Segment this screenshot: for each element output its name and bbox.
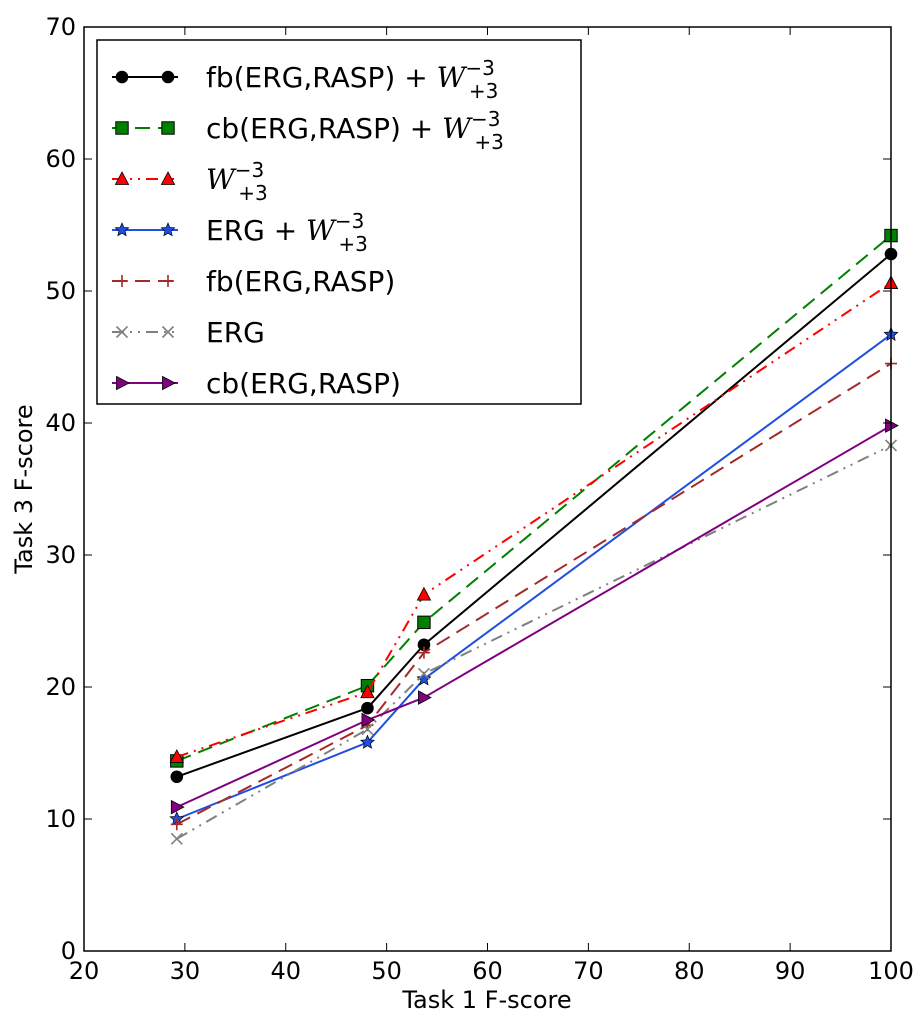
y-tick-label-50: 50 (45, 277, 76, 305)
legend-marker-end-1 (161, 70, 175, 84)
series-line-3 (176, 282, 892, 758)
legend-marker-end-2 (161, 121, 175, 135)
series-line-6 (176, 444, 892, 840)
data-point-series-4-2 (359, 734, 375, 749)
legend-label-6: ERG (206, 316, 265, 349)
y-tick-label-20: 20 (45, 673, 76, 701)
legend-entry-erg: ERG (112, 316, 265, 349)
data-point-series-5-1 (170, 818, 183, 831)
legend-marker-start-1 (115, 70, 129, 84)
legend-entry-fb-erg-rasp: fb(ERG,RASP) (112, 265, 395, 298)
data-point-series-3-3 (416, 586, 432, 601)
series-line-2 (176, 234, 892, 762)
x-tick-label-80: 80 (674, 957, 705, 985)
legend-frame (96, 39, 582, 405)
data-point-series-6-3 (417, 667, 431, 680)
series-line-5 (176, 362, 892, 826)
y-tick-label-10: 10 (45, 805, 76, 833)
legend-marker-start-2 (115, 121, 129, 135)
legend-label-4: ERG + W−3 +3 (206, 209, 368, 256)
legend-marker-start-5 (116, 275, 128, 287)
data-point-series-7-1 (170, 799, 185, 815)
series-line-7 (176, 424, 892, 809)
y-tick-label-30: 30 (45, 541, 76, 569)
legend-entry-w-3-3: W−3 +3 (112, 158, 268, 205)
legend-label-7: cb(ERG,RASP) (206, 367, 401, 400)
y-tick-label-70: 70 (45, 13, 76, 41)
series-line-1 (176, 253, 892, 778)
x-tick-label-90: 90 (775, 957, 806, 985)
legend-marker-end-3 (160, 171, 176, 185)
x-axis-label: Task 1 F-score (401, 986, 571, 1013)
x-tick-label-60: 60 (472, 957, 503, 985)
legend-marker-start-3 (114, 171, 130, 185)
legend-label-2: cb(ERG,RASP) + W−3 +3 (206, 107, 504, 154)
data-point-series-7-3 (418, 690, 432, 705)
x-tick-label-50: 50 (371, 957, 402, 985)
tick-layer: 20 30 40 50 60 70 80 90 100 0 10 20 30 40 50 60 70 (45, 13, 913, 985)
legend-entry-erg-w-3-3: ERG + W−3 +3 (112, 209, 368, 256)
legend-entry-cb-erg-rasp: cb(ERG,RASP) (112, 367, 401, 400)
data-point-series-3-1 (169, 749, 185, 763)
data-point-series-6-1 (170, 832, 183, 845)
legend-marker-start-7 (116, 375, 130, 391)
legend-marker-start-6 (115, 325, 129, 339)
legend-label-1: fb(ERG,RASP) + W−3 +3 (206, 56, 498, 103)
legend: fb(ERG,RASP) + W−3 +3cb(ERG,RASP) + W−3 +3… (96, 39, 582, 405)
legend-label-3: W−3 +3 (206, 158, 268, 205)
y-axis-label: Task 3 F-score (10, 404, 38, 574)
legend-marker-start-4 (114, 222, 130, 237)
legend-label-5: fb(ERG,RASP) (206, 265, 395, 298)
x-tick-label-20: 20 (69, 957, 100, 985)
x-tick-label-70: 70 (573, 957, 604, 985)
legend-entry-cb-erg-rasp-w-3-3: cb(ERG,RASP) + W−3 +3 (112, 107, 504, 154)
series-fb-erg-rasp-w-3-3 (170, 247, 898, 784)
data-point-series-1-2 (361, 701, 374, 715)
x-tick-label-100: 100 (868, 957, 914, 985)
data-point-series-4-3 (416, 671, 432, 686)
data-point-series-1-1 (170, 770, 184, 784)
legend-marker-end-4 (160, 222, 176, 237)
series-layer (169, 228, 899, 845)
data-point-series-3-2 (360, 684, 375, 699)
x-tick-label-30: 30 (170, 957, 201, 985)
x-tick-label-40: 40 (270, 957, 301, 985)
legend-marker-end-7 (162, 375, 176, 391)
y-tick-label-0: 0 (61, 937, 76, 965)
data-point-series-2-3 (417, 615, 431, 630)
legend-marker-end-5 (162, 275, 174, 287)
legend-marker-end-6 (161, 325, 175, 339)
legend-entry-fb-erg-rasp-w-3-3: fb(ERG,RASP) + W−3 +3 (112, 56, 498, 103)
series-line-4 (176, 333, 892, 820)
data-point-series-7-2 (361, 712, 376, 728)
data-point-series-5-3 (417, 646, 430, 659)
y-tick-label-40: 40 (45, 409, 76, 437)
y-tick-label-60: 60 (45, 145, 76, 173)
